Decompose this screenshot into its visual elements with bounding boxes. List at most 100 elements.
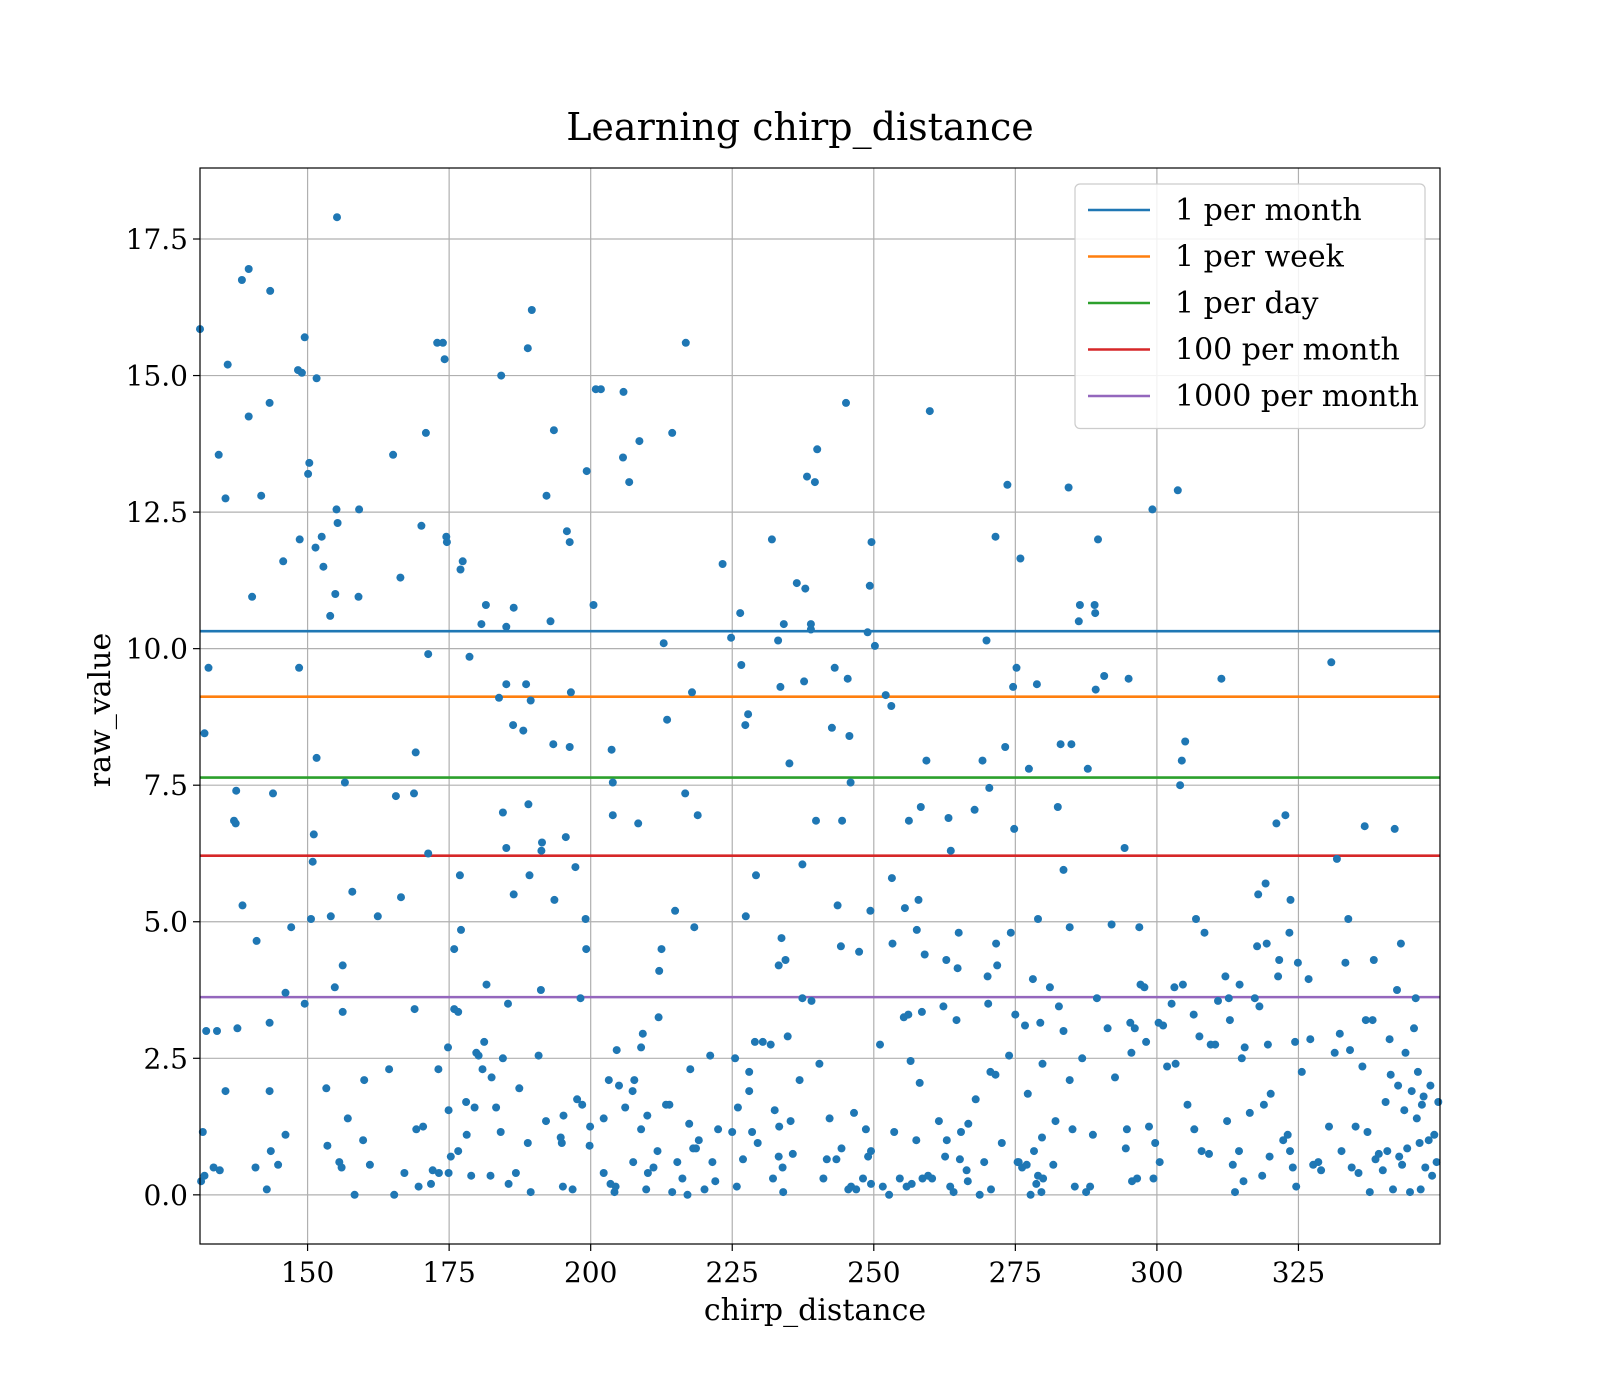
data-point — [1231, 1188, 1239, 1197]
data-point — [333, 519, 342, 527]
data-point — [534, 1051, 543, 1060]
data-point — [526, 696, 535, 705]
data-point — [954, 928, 963, 937]
data-point — [233, 1024, 242, 1033]
data-point — [1122, 1125, 1131, 1134]
data-point — [1030, 1147, 1038, 1156]
data-point — [498, 1054, 507, 1063]
data-point — [852, 1185, 861, 1194]
data-point — [1038, 1059, 1047, 1068]
data-point — [410, 1005, 419, 1014]
data-point — [1225, 1016, 1234, 1025]
data-point — [1034, 915, 1042, 923]
data-point — [1001, 743, 1010, 751]
data-point — [978, 756, 987, 765]
data-point — [581, 915, 590, 923]
data-point — [1365, 1188, 1374, 1197]
data-point — [457, 925, 465, 934]
data-point — [643, 1169, 652, 1177]
data-point — [629, 1158, 638, 1167]
data-point — [991, 1070, 1000, 1079]
data-point — [634, 819, 643, 828]
data-point — [1228, 1160, 1237, 1169]
y-axis-label: raw_value — [83, 633, 118, 787]
data-point — [832, 1155, 841, 1164]
data-point — [444, 1169, 453, 1177]
data-point — [281, 988, 290, 997]
data-point — [1176, 781, 1185, 790]
data-point — [1032, 680, 1041, 689]
data-point — [558, 1182, 567, 1191]
data-point — [798, 994, 807, 1003]
data-point — [711, 1177, 720, 1186]
data-point — [1434, 1098, 1443, 1106]
data-point — [1369, 956, 1378, 964]
data-point — [637, 1043, 646, 1052]
data-point — [1059, 865, 1068, 874]
data-point — [213, 1027, 221, 1035]
data-point — [238, 901, 247, 910]
data-point — [599, 1169, 608, 1177]
data-point — [753, 1139, 762, 1147]
data-point — [1038, 1133, 1046, 1142]
data-point — [237, 276, 246, 284]
data-point — [274, 1160, 283, 1169]
data-point — [198, 1128, 207, 1136]
data-point — [1403, 1144, 1412, 1153]
data-point — [750, 1037, 759, 1046]
data-point — [694, 1136, 703, 1145]
data-point — [477, 620, 486, 629]
data-point — [1049, 1160, 1058, 1169]
data-point — [758, 1037, 767, 1046]
data-point — [355, 505, 364, 514]
data-point — [774, 636, 783, 645]
data-point — [265, 1018, 274, 1027]
data-point — [1094, 535, 1102, 544]
data-point — [396, 573, 405, 582]
data-point — [992, 939, 1001, 948]
data-point — [412, 1125, 421, 1134]
legend-label: 1 per day — [1175, 286, 1319, 321]
data-point — [1279, 1136, 1288, 1145]
data-point — [767, 535, 776, 544]
data-point — [502, 844, 511, 852]
x-axis-label: chirp_distance — [704, 1293, 926, 1328]
data-point — [1293, 958, 1302, 967]
data-point — [576, 994, 585, 1003]
data-point — [1254, 890, 1263, 899]
data-point — [1064, 483, 1073, 492]
data-point — [1091, 609, 1100, 618]
data-point — [1240, 1043, 1249, 1052]
plot-area-frame — [199, 167, 1441, 1245]
data-point — [251, 1163, 260, 1172]
data-point — [630, 1076, 639, 1085]
data-point — [1285, 928, 1294, 937]
data-point — [444, 1043, 452, 1052]
data-point — [678, 1174, 687, 1183]
data-point — [786, 1117, 795, 1126]
data-point — [955, 1155, 964, 1164]
data-point — [739, 1155, 747, 1164]
x-tick-label: 225 — [706, 1256, 759, 1289]
data-point — [1192, 915, 1200, 923]
data-point — [1250, 994, 1259, 1003]
data-point — [1003, 480, 1012, 489]
data-point — [1424, 1136, 1433, 1145]
data-point — [1214, 996, 1222, 1005]
data-point — [1088, 1130, 1097, 1139]
data-point — [1177, 756, 1186, 765]
data-point — [586, 1122, 595, 1131]
data-point — [774, 1152, 783, 1161]
data-point — [550, 895, 559, 904]
data-point — [1358, 1062, 1367, 1071]
data-point — [1258, 1171, 1267, 1180]
data-point — [1283, 1130, 1292, 1139]
data-point — [1170, 983, 1179, 992]
data-point — [612, 1046, 621, 1055]
data-point — [1120, 844, 1129, 852]
data-point — [417, 521, 426, 530]
data-point — [446, 1152, 455, 1161]
data-point — [1056, 740, 1065, 749]
data-point — [1065, 1076, 1074, 1085]
data-point — [887, 874, 896, 883]
